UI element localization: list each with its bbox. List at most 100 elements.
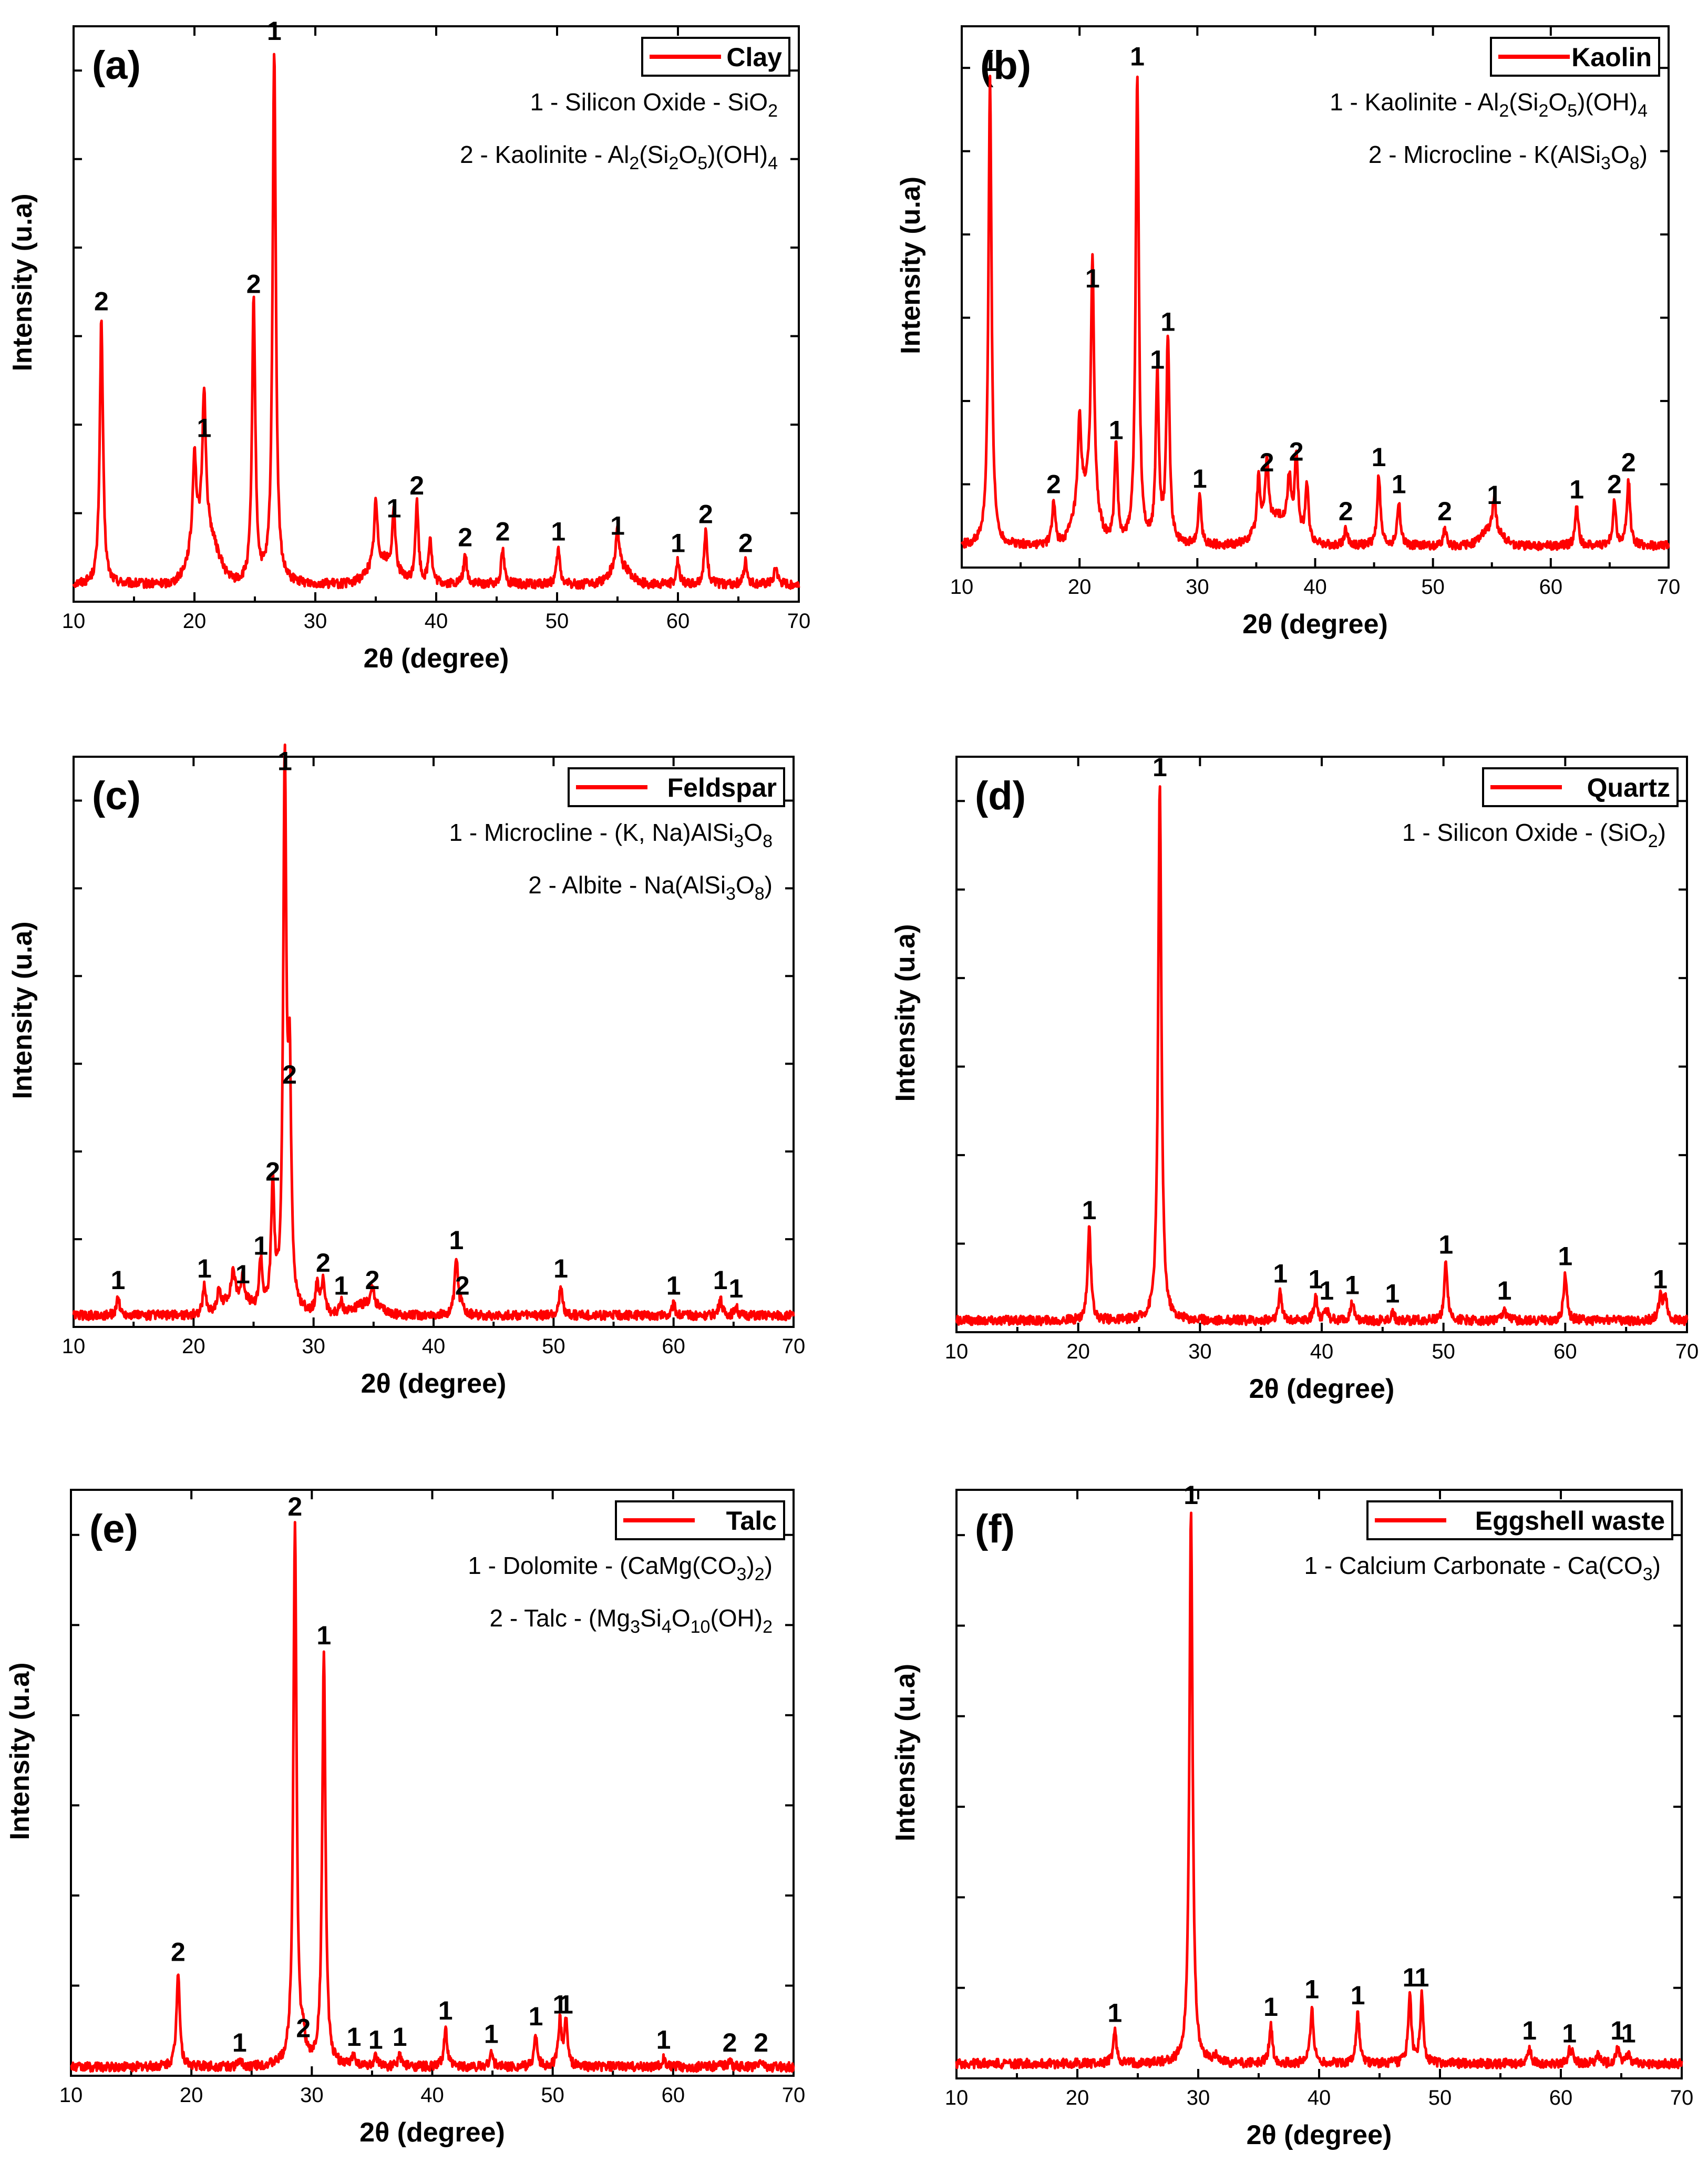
x-tick-label: 40 bbox=[422, 1335, 446, 1358]
peak-label: 2 bbox=[1437, 497, 1452, 526]
peak-label: 1 bbox=[387, 494, 402, 523]
x-tick-label: 30 bbox=[300, 2084, 324, 2107]
x-axis-label: 2θ (degree) bbox=[1249, 1374, 1395, 1404]
panel-d: 10 20 30 40 50 60 70 2θ (degree) Intensity (u.a)… bbox=[890, 753, 1699, 1404]
x-tick-label: 60 bbox=[662, 1335, 685, 1358]
x-tick-label: 60 bbox=[666, 610, 690, 633]
peak-label: 1 bbox=[1304, 1975, 1319, 2004]
xrd-trace bbox=[72, 53, 800, 590]
peak-label: 1 bbox=[1487, 480, 1501, 510]
x-axis-label: 2θ (degree) bbox=[1242, 609, 1388, 640]
x-axis-label: 2θ (degree) bbox=[361, 1368, 507, 1399]
peak-label: 1 bbox=[671, 528, 685, 558]
peak-label: 1 bbox=[1415, 1963, 1429, 1992]
peak-label: 2 bbox=[455, 1271, 470, 1301]
phase-label: 2 - Albite - Na(AlSi3O8) bbox=[528, 871, 773, 904]
peak-label: 2 bbox=[171, 1937, 186, 1966]
x-tick-label: 10 bbox=[950, 575, 974, 599]
phase-label: 1 - Silicon Oxide - SiO2 bbox=[530, 88, 778, 121]
panel-c: 10 20 30 40 50 60 70 2θ (degree) Intensity (u.a)… bbox=[7, 743, 806, 1399]
peak-label: 2 bbox=[316, 1248, 331, 1278]
peak-label: 1 bbox=[347, 2022, 362, 2052]
x-tick-label: 50 bbox=[1428, 2086, 1452, 2109]
legend-label: Eggshell waste bbox=[1475, 1506, 1665, 1536]
peak-label: 2 bbox=[458, 522, 472, 552]
peak-label: 1 bbox=[1109, 415, 1124, 445]
x-tick-label: 60 bbox=[1539, 575, 1563, 599]
panel-letter: (c) bbox=[92, 774, 141, 818]
phase-label: 2 - Kaolinite - Al2(Si2O5)(OH)4 bbox=[460, 141, 778, 173]
peak-label: 1 bbox=[1562, 2019, 1577, 2048]
peak-label: 1 bbox=[316, 1621, 331, 1650]
peak-label: 2 bbox=[1046, 469, 1061, 499]
peak-label: 1 bbox=[1319, 1276, 1334, 1305]
phase-label: 2 - Talc - (Mg3Si4O10(OH)2 bbox=[490, 1604, 773, 1637]
peak-label: 1 bbox=[267, 16, 282, 46]
x-axis-label: 2θ (degree) bbox=[1247, 2120, 1392, 2150]
peak-label: 1 bbox=[1621, 2019, 1636, 2048]
panel-letter: (a) bbox=[92, 43, 141, 88]
peak-label: 1 bbox=[1392, 469, 1406, 499]
phase-label: 1 - Kaolinite - Al2(Si2O5)(OH)4 bbox=[1330, 88, 1648, 121]
peak-label: 1 bbox=[235, 1260, 250, 1289]
phase-label: 1 - Dolomite - (CaMg(CO3)2) bbox=[468, 1552, 773, 1584]
x-tick-label: 50 bbox=[542, 1335, 565, 1358]
peak-label: 1 bbox=[368, 2025, 383, 2055]
x-tick-label: 70 bbox=[1670, 2086, 1694, 2109]
peak-label: 1 bbox=[111, 1265, 126, 1295]
phase-label: 1 - Microcline - (K, Na)AlSi3O8 bbox=[449, 819, 773, 851]
x-tick-label: 20 bbox=[1068, 575, 1092, 599]
peak-label: 2 bbox=[496, 517, 510, 546]
x-tick-label: 20 bbox=[183, 610, 207, 633]
x-tick-label: 70 bbox=[1675, 1340, 1699, 1363]
x-tick-label: 30 bbox=[1188, 1340, 1212, 1363]
peak-label: 2 bbox=[754, 2028, 768, 2057]
peak-label: 1 bbox=[551, 517, 565, 546]
x-tick-label: 60 bbox=[662, 2084, 685, 2107]
panel-letter: (e) bbox=[89, 1507, 138, 1551]
peak-label: 1 bbox=[1558, 1242, 1572, 1271]
peak-label: 1 bbox=[438, 1996, 453, 2025]
x-tick-label: 40 bbox=[1310, 1340, 1334, 1363]
x-tick-label: 70 bbox=[1657, 575, 1681, 599]
peak-label: 1 bbox=[1403, 1963, 1417, 1992]
peak-label: 1 bbox=[1184, 1480, 1198, 1510]
peak-label: 1 bbox=[666, 1271, 681, 1301]
peak-label: 1 bbox=[553, 1990, 568, 2020]
peak-label: 1 bbox=[1438, 1230, 1453, 1260]
x-tick-label: 50 bbox=[1421, 575, 1445, 599]
peak-label: 1 bbox=[232, 2028, 247, 2057]
x-tick-label: 10 bbox=[945, 1340, 969, 1363]
peak-label: 1 bbox=[529, 2002, 543, 2031]
x-tick-label: 10 bbox=[59, 2084, 83, 2107]
peak-label: 1 bbox=[1372, 442, 1386, 472]
x-tick-label: 10 bbox=[945, 2086, 969, 2109]
panel-e: 10 20 30 40 50 60 70 2θ (degree) Intensity (u.a)… bbox=[5, 1489, 805, 2148]
x-tick-label: 40 bbox=[1308, 2086, 1331, 2109]
xrd-trace bbox=[70, 1521, 795, 2073]
peak-label: 1 bbox=[1150, 345, 1165, 375]
peak-label: 2 bbox=[282, 1060, 297, 1089]
peak-label: 2 bbox=[723, 2028, 737, 2057]
peak-label: 2 bbox=[1339, 497, 1353, 526]
x-axis-label: 2θ (degree) bbox=[359, 2117, 505, 2148]
peak-label: 1 bbox=[1309, 1264, 1323, 1294]
x-tick-label: 50 bbox=[1432, 1340, 1455, 1363]
panel-letter: (d) bbox=[975, 774, 1026, 818]
phase-label: 2 - Microcline - K(AlSi3O8) bbox=[1369, 141, 1648, 173]
peak-label: 2 bbox=[1289, 437, 1304, 467]
x-tick-label: 10 bbox=[62, 1335, 86, 1358]
x-tick-label: 30 bbox=[302, 1335, 325, 1358]
peak-label: 1 bbox=[393, 2022, 407, 2052]
peak-label: 1 bbox=[1653, 1264, 1668, 1294]
peak-label: 1 bbox=[1569, 475, 1584, 504]
peak-label: 1 bbox=[1345, 1270, 1360, 1300]
legend-label: Quartz bbox=[1587, 773, 1670, 802]
y-axis-label: Intensity (u.a) bbox=[890, 1664, 921, 1841]
x-tick-label: 70 bbox=[782, 1335, 806, 1358]
x-tick-label: 20 bbox=[182, 1335, 205, 1358]
peak-label: 2 bbox=[94, 286, 109, 316]
peak-label: 1 bbox=[1522, 2016, 1537, 2045]
x-tick-label: 20 bbox=[1066, 2086, 1089, 2109]
